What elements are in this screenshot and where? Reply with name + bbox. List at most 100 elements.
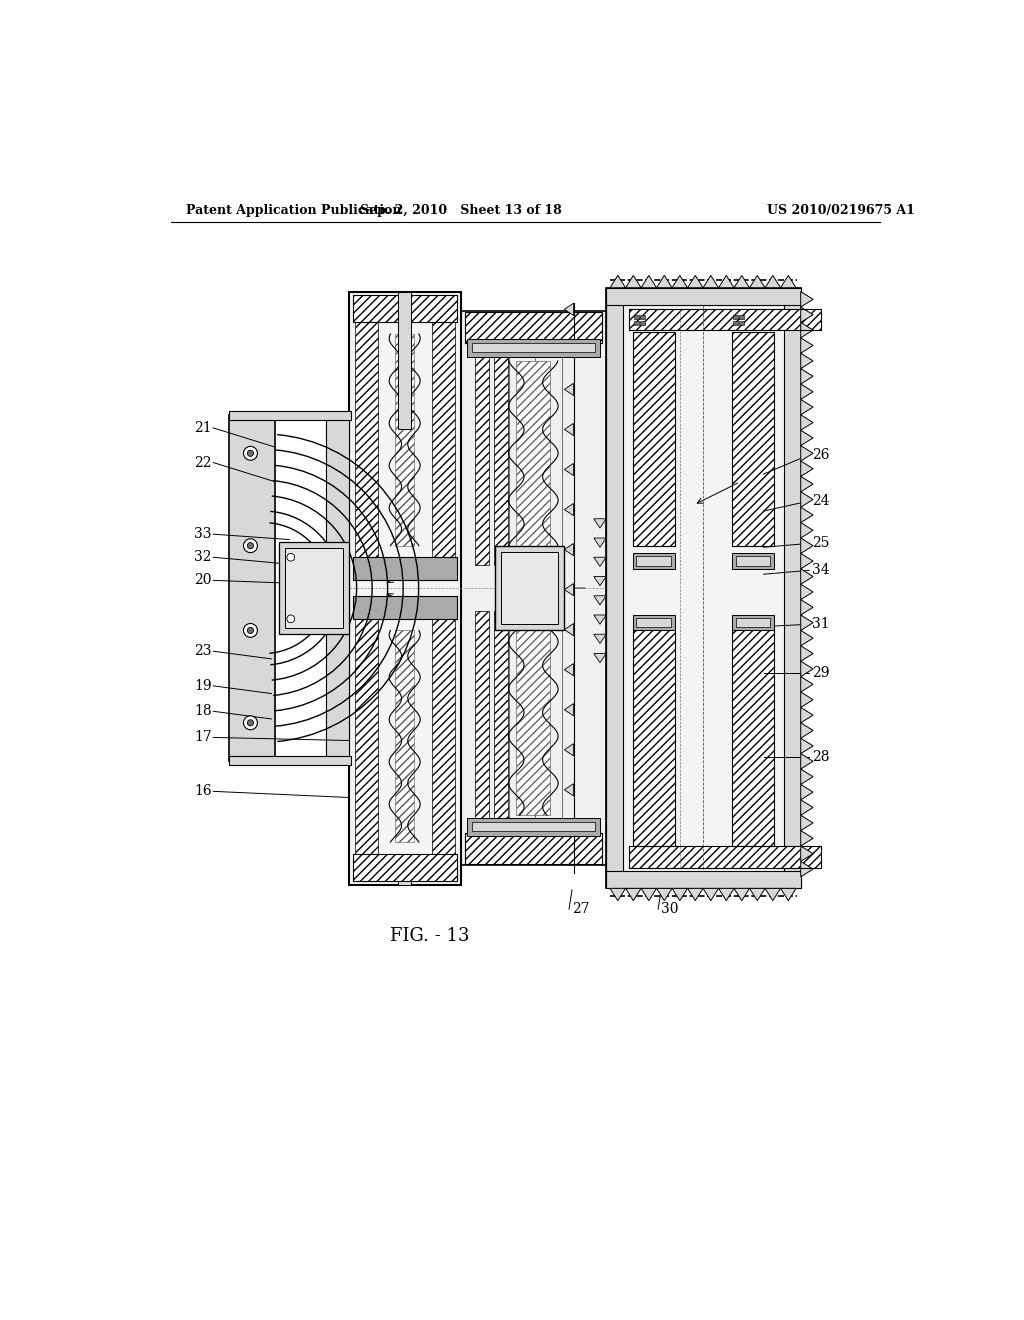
Circle shape <box>248 543 254 549</box>
Bar <box>349 292 461 884</box>
Polygon shape <box>765 276 780 288</box>
Bar <box>629 846 821 867</box>
Bar <box>732 331 774 545</box>
Circle shape <box>244 539 257 553</box>
Text: 19: 19 <box>195 678 212 693</box>
Bar <box>228 411 351 420</box>
Text: 28: 28 <box>812 751 829 764</box>
Text: US 2010/0219675 A1: US 2010/0219675 A1 <box>767 205 914 218</box>
Bar <box>472 822 595 832</box>
Bar <box>352 854 458 880</box>
Polygon shape <box>801 292 813 308</box>
Polygon shape <box>801 615 813 631</box>
Text: 31: 31 <box>812 618 829 631</box>
Circle shape <box>248 719 254 726</box>
Text: 25: 25 <box>812 536 829 550</box>
Bar <box>467 339 600 358</box>
Bar <box>352 296 458 322</box>
Bar <box>783 288 801 888</box>
Bar <box>495 545 564 631</box>
Bar <box>633 331 675 545</box>
Polygon shape <box>801 414 813 430</box>
Polygon shape <box>801 846 813 862</box>
Polygon shape <box>594 539 606 548</box>
Text: 30: 30 <box>662 902 679 916</box>
Bar <box>633 615 675 631</box>
Polygon shape <box>801 539 813 553</box>
Polygon shape <box>594 577 606 586</box>
Bar <box>636 557 672 566</box>
Text: 20: 20 <box>195 573 212 587</box>
Circle shape <box>244 446 257 461</box>
Polygon shape <box>564 824 573 836</box>
Text: 16: 16 <box>195 784 212 799</box>
Polygon shape <box>594 595 606 605</box>
Polygon shape <box>801 816 813 830</box>
Text: 22: 22 <box>195 455 212 470</box>
Bar <box>732 631 774 846</box>
Bar <box>395 334 414 545</box>
Polygon shape <box>801 322 813 338</box>
Bar <box>465 313 602 343</box>
Bar <box>634 314 639 319</box>
Polygon shape <box>801 430 813 446</box>
Bar <box>516 627 550 816</box>
Bar <box>494 611 508 830</box>
Bar <box>352 296 458 322</box>
Bar <box>629 309 821 330</box>
Polygon shape <box>801 368 813 384</box>
Circle shape <box>287 615 295 623</box>
Polygon shape <box>801 723 813 738</box>
Polygon shape <box>719 888 734 900</box>
Polygon shape <box>719 276 734 288</box>
Bar <box>732 615 774 631</box>
Polygon shape <box>801 677 813 692</box>
Polygon shape <box>801 708 813 723</box>
Polygon shape <box>564 583 573 595</box>
Bar <box>352 595 458 619</box>
Bar <box>465 313 602 343</box>
Polygon shape <box>734 888 750 900</box>
Polygon shape <box>656 276 672 288</box>
Polygon shape <box>801 384 813 400</box>
Polygon shape <box>564 784 573 796</box>
Polygon shape <box>801 585 813 599</box>
Bar <box>633 631 675 846</box>
Bar <box>228 756 351 766</box>
Text: 24: 24 <box>812 494 829 508</box>
Polygon shape <box>801 492 813 507</box>
Circle shape <box>248 627 254 634</box>
Polygon shape <box>780 276 796 288</box>
Bar <box>633 553 675 569</box>
Polygon shape <box>801 338 813 354</box>
Polygon shape <box>564 503 573 516</box>
Polygon shape <box>750 276 765 288</box>
Bar <box>739 321 744 326</box>
Text: Patent Application Publication: Patent Application Publication <box>186 205 401 218</box>
Bar <box>606 288 624 888</box>
Bar <box>475 346 489 565</box>
Polygon shape <box>801 446 813 461</box>
Polygon shape <box>703 276 719 288</box>
Bar <box>735 618 770 627</box>
Polygon shape <box>801 661 813 677</box>
Polygon shape <box>801 738 813 754</box>
Polygon shape <box>801 553 813 569</box>
Polygon shape <box>750 888 765 900</box>
Bar <box>432 322 455 557</box>
Polygon shape <box>672 276 687 288</box>
Polygon shape <box>564 304 573 315</box>
Polygon shape <box>765 888 780 900</box>
Bar <box>634 321 639 326</box>
Circle shape <box>287 553 295 561</box>
Bar <box>228 414 275 762</box>
Bar <box>735 557 770 566</box>
Polygon shape <box>594 635 606 644</box>
Bar <box>633 331 675 545</box>
Polygon shape <box>594 519 606 528</box>
Bar <box>398 292 411 429</box>
Bar <box>732 631 774 846</box>
Bar <box>733 314 738 319</box>
Polygon shape <box>626 888 641 900</box>
Text: FIG. - 13: FIG. - 13 <box>390 927 470 945</box>
